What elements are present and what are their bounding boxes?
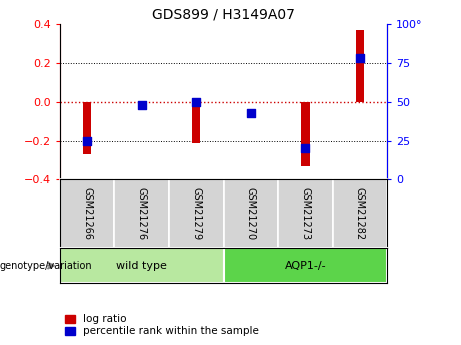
Bar: [83, 102, 91, 154]
Bar: [114, 179, 169, 248]
Bar: [278, 179, 333, 248]
Text: GSM21279: GSM21279: [191, 187, 201, 240]
Point: [301, 146, 309, 151]
Bar: [356, 30, 364, 102]
Bar: [60, 179, 114, 248]
Text: wild type: wild type: [116, 261, 167, 270]
Bar: [224, 248, 387, 283]
Legend: log ratio, percentile rank within the sample: log ratio, percentile rank within the sa…: [65, 314, 259, 336]
Bar: [192, 102, 201, 142]
Title: GDS899 / H3149A07: GDS899 / H3149A07: [152, 8, 295, 22]
Bar: [301, 102, 309, 166]
Text: AQP1-/-: AQP1-/-: [284, 261, 326, 270]
Text: GSM21282: GSM21282: [355, 187, 365, 240]
Point: [193, 99, 200, 105]
Text: GSM21270: GSM21270: [246, 187, 256, 240]
Point: [83, 138, 91, 144]
Bar: [60, 248, 224, 283]
Bar: [333, 179, 387, 248]
Point: [138, 102, 145, 108]
Text: GSM21276: GSM21276: [137, 187, 147, 240]
Bar: [169, 179, 224, 248]
Point: [356, 56, 364, 61]
Bar: [224, 179, 278, 248]
Text: genotype/variation: genotype/variation: [0, 261, 93, 270]
Text: GSM21273: GSM21273: [301, 187, 310, 240]
Text: GSM21266: GSM21266: [82, 187, 92, 240]
Point: [247, 110, 254, 115]
